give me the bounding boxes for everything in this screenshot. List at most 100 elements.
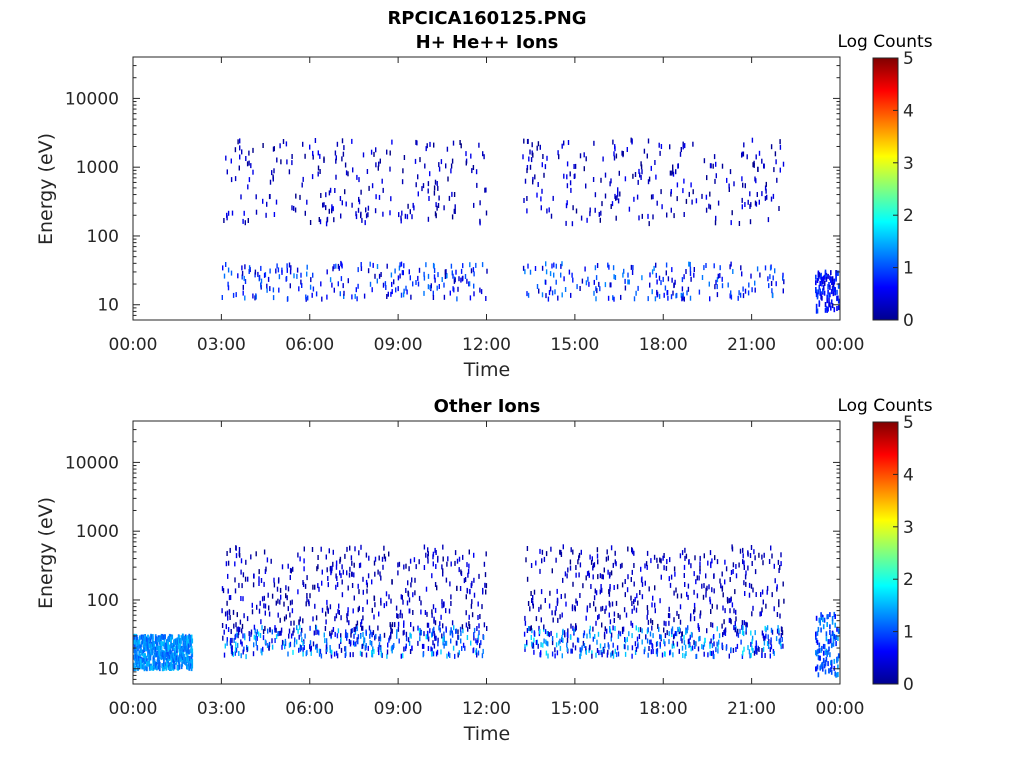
spectrogram-cell: [365, 552, 368, 558]
spectrogram-cell: [625, 612, 628, 618]
spectrogram-cell: [638, 168, 640, 174]
spectrogram-cell: [683, 564, 686, 570]
spectrogram-cell: [360, 544, 362, 550]
spectrogram-cell: [235, 545, 237, 551]
spectrogram-cell: [372, 630, 375, 636]
spectrogram-cell: [575, 572, 577, 578]
spectrogram-cell: [393, 643, 395, 648]
spectrogram-cell: [234, 588, 237, 594]
spectrogram-cell: [827, 649, 829, 655]
spectrogram-cell: [427, 284, 430, 290]
spectrogram-cell: [381, 178, 383, 184]
spectrogram-cell: [752, 162, 754, 168]
spectrogram-cell: [338, 603, 340, 609]
spectrogram-cell: [433, 185, 436, 191]
spectrogram-cell: [566, 632, 569, 638]
spectrogram-cell: [779, 144, 782, 150]
spectrogram-cell: [237, 139, 239, 145]
spectrogram-cell: [622, 151, 624, 156]
spectrogram-cell: [148, 657, 151, 663]
spectrogram-cell: [822, 624, 825, 630]
spectrogram-cell: [332, 549, 334, 555]
spectrogram-cell: [476, 626, 478, 631]
spectrogram-cell: [682, 295, 684, 301]
spectrogram-cell: [691, 645, 694, 651]
spectrogram-cell: [747, 645, 749, 651]
spectrogram-cell: [734, 620, 736, 626]
spectrogram-cell: [390, 624, 392, 630]
spectrogram-cell: [727, 282, 729, 288]
spectrogram-cell: [382, 211, 384, 217]
spectrogram-cell: [770, 637, 772, 643]
spectrogram-cell: [654, 602, 656, 608]
spectrogram-cell: [647, 179, 650, 185]
spectrogram-cell: [652, 194, 654, 200]
spectrogram-cell: [640, 161, 642, 167]
spectrogram-cell: [340, 262, 343, 268]
spectrogram-cell: [698, 636, 700, 642]
spectrogram-cell: [349, 641, 352, 647]
spectrogram-cell: [190, 657, 192, 663]
y-tick-label: 100: [87, 591, 119, 611]
spectrogram-cell: [770, 281, 773, 286]
spectrogram-cell: [348, 572, 351, 578]
spectrogram-cell: [778, 602, 780, 608]
spectrogram-cell: [823, 290, 826, 296]
spectrogram-cell: [651, 602, 653, 608]
spectrogram-cell: [610, 204, 612, 209]
spectrogram-cell: [288, 642, 291, 648]
spectrogram-cell: [562, 544, 564, 550]
spectrogram-cell: [829, 630, 831, 635]
spectrogram-cell: [240, 639, 242, 645]
spectrogram-cell: [604, 643, 606, 649]
spectrogram-cell: [833, 286, 836, 292]
spectrogram-cell: [834, 671, 836, 677]
spectrogram-cell: [750, 583, 753, 589]
spectrogram-cell: [631, 138, 633, 144]
spectrogram-cell: [831, 619, 834, 625]
spectrogram-cell: [600, 649, 602, 655]
spectrogram-cell: [338, 643, 341, 649]
spectrogram-cell: [271, 638, 273, 644]
spectrogram-cell: [604, 172, 607, 178]
spectrogram-cell: [309, 284, 312, 290]
spectrogram-cell: [647, 138, 650, 144]
spectrogram-cell: [437, 637, 439, 643]
spectrogram-cell: [590, 559, 593, 565]
spectrogram-cell: [713, 573, 715, 579]
x-tick-label: 03:00: [197, 699, 246, 719]
spectrogram-cell: [454, 209, 456, 214]
spectrogram-cell: [743, 565, 745, 570]
spectrogram-cell: [270, 558, 272, 564]
spectrogram-cell: [671, 626, 674, 632]
spectrogram-cell: [283, 601, 285, 607]
spectrogram-cell: [437, 557, 439, 563]
spectrogram-cell: [391, 281, 393, 287]
spectrogram-cell: [472, 165, 475, 170]
spectrogram-cell: [647, 627, 649, 633]
spectrogram-cell: [413, 205, 415, 211]
spectrogram-cell: [317, 583, 319, 589]
spectrogram-cell: [530, 591, 532, 596]
spectrogram-cell: [567, 140, 570, 145]
spectrogram-cell: [191, 663, 194, 669]
spectrogram-cell: [161, 634, 164, 640]
spectrogram-cell: [832, 286, 835, 291]
spectrogram-cell: [233, 638, 235, 643]
spectrogram-cell: [641, 169, 643, 175]
y-tick-label: 1000: [76, 158, 119, 178]
spectrogram-cell: [705, 194, 708, 200]
spectrogram-cell: [167, 645, 170, 651]
spectrogram-cell: [688, 643, 690, 649]
spectrogram-cell: [234, 176, 237, 182]
spectrogram-cell: [668, 639, 670, 645]
spectrogram-cell: [527, 263, 529, 269]
spectrogram-cell: [710, 563, 712, 569]
spectrogram-cell: [302, 618, 304, 624]
spectrogram-cell: [725, 566, 728, 572]
spectrogram-cell: [529, 269, 532, 275]
spectrogram-cell: [762, 633, 764, 639]
spectrogram-cell: [252, 169, 254, 175]
spectrogram-cell: [837, 305, 840, 311]
spectrogram-cell: [684, 555, 686, 561]
